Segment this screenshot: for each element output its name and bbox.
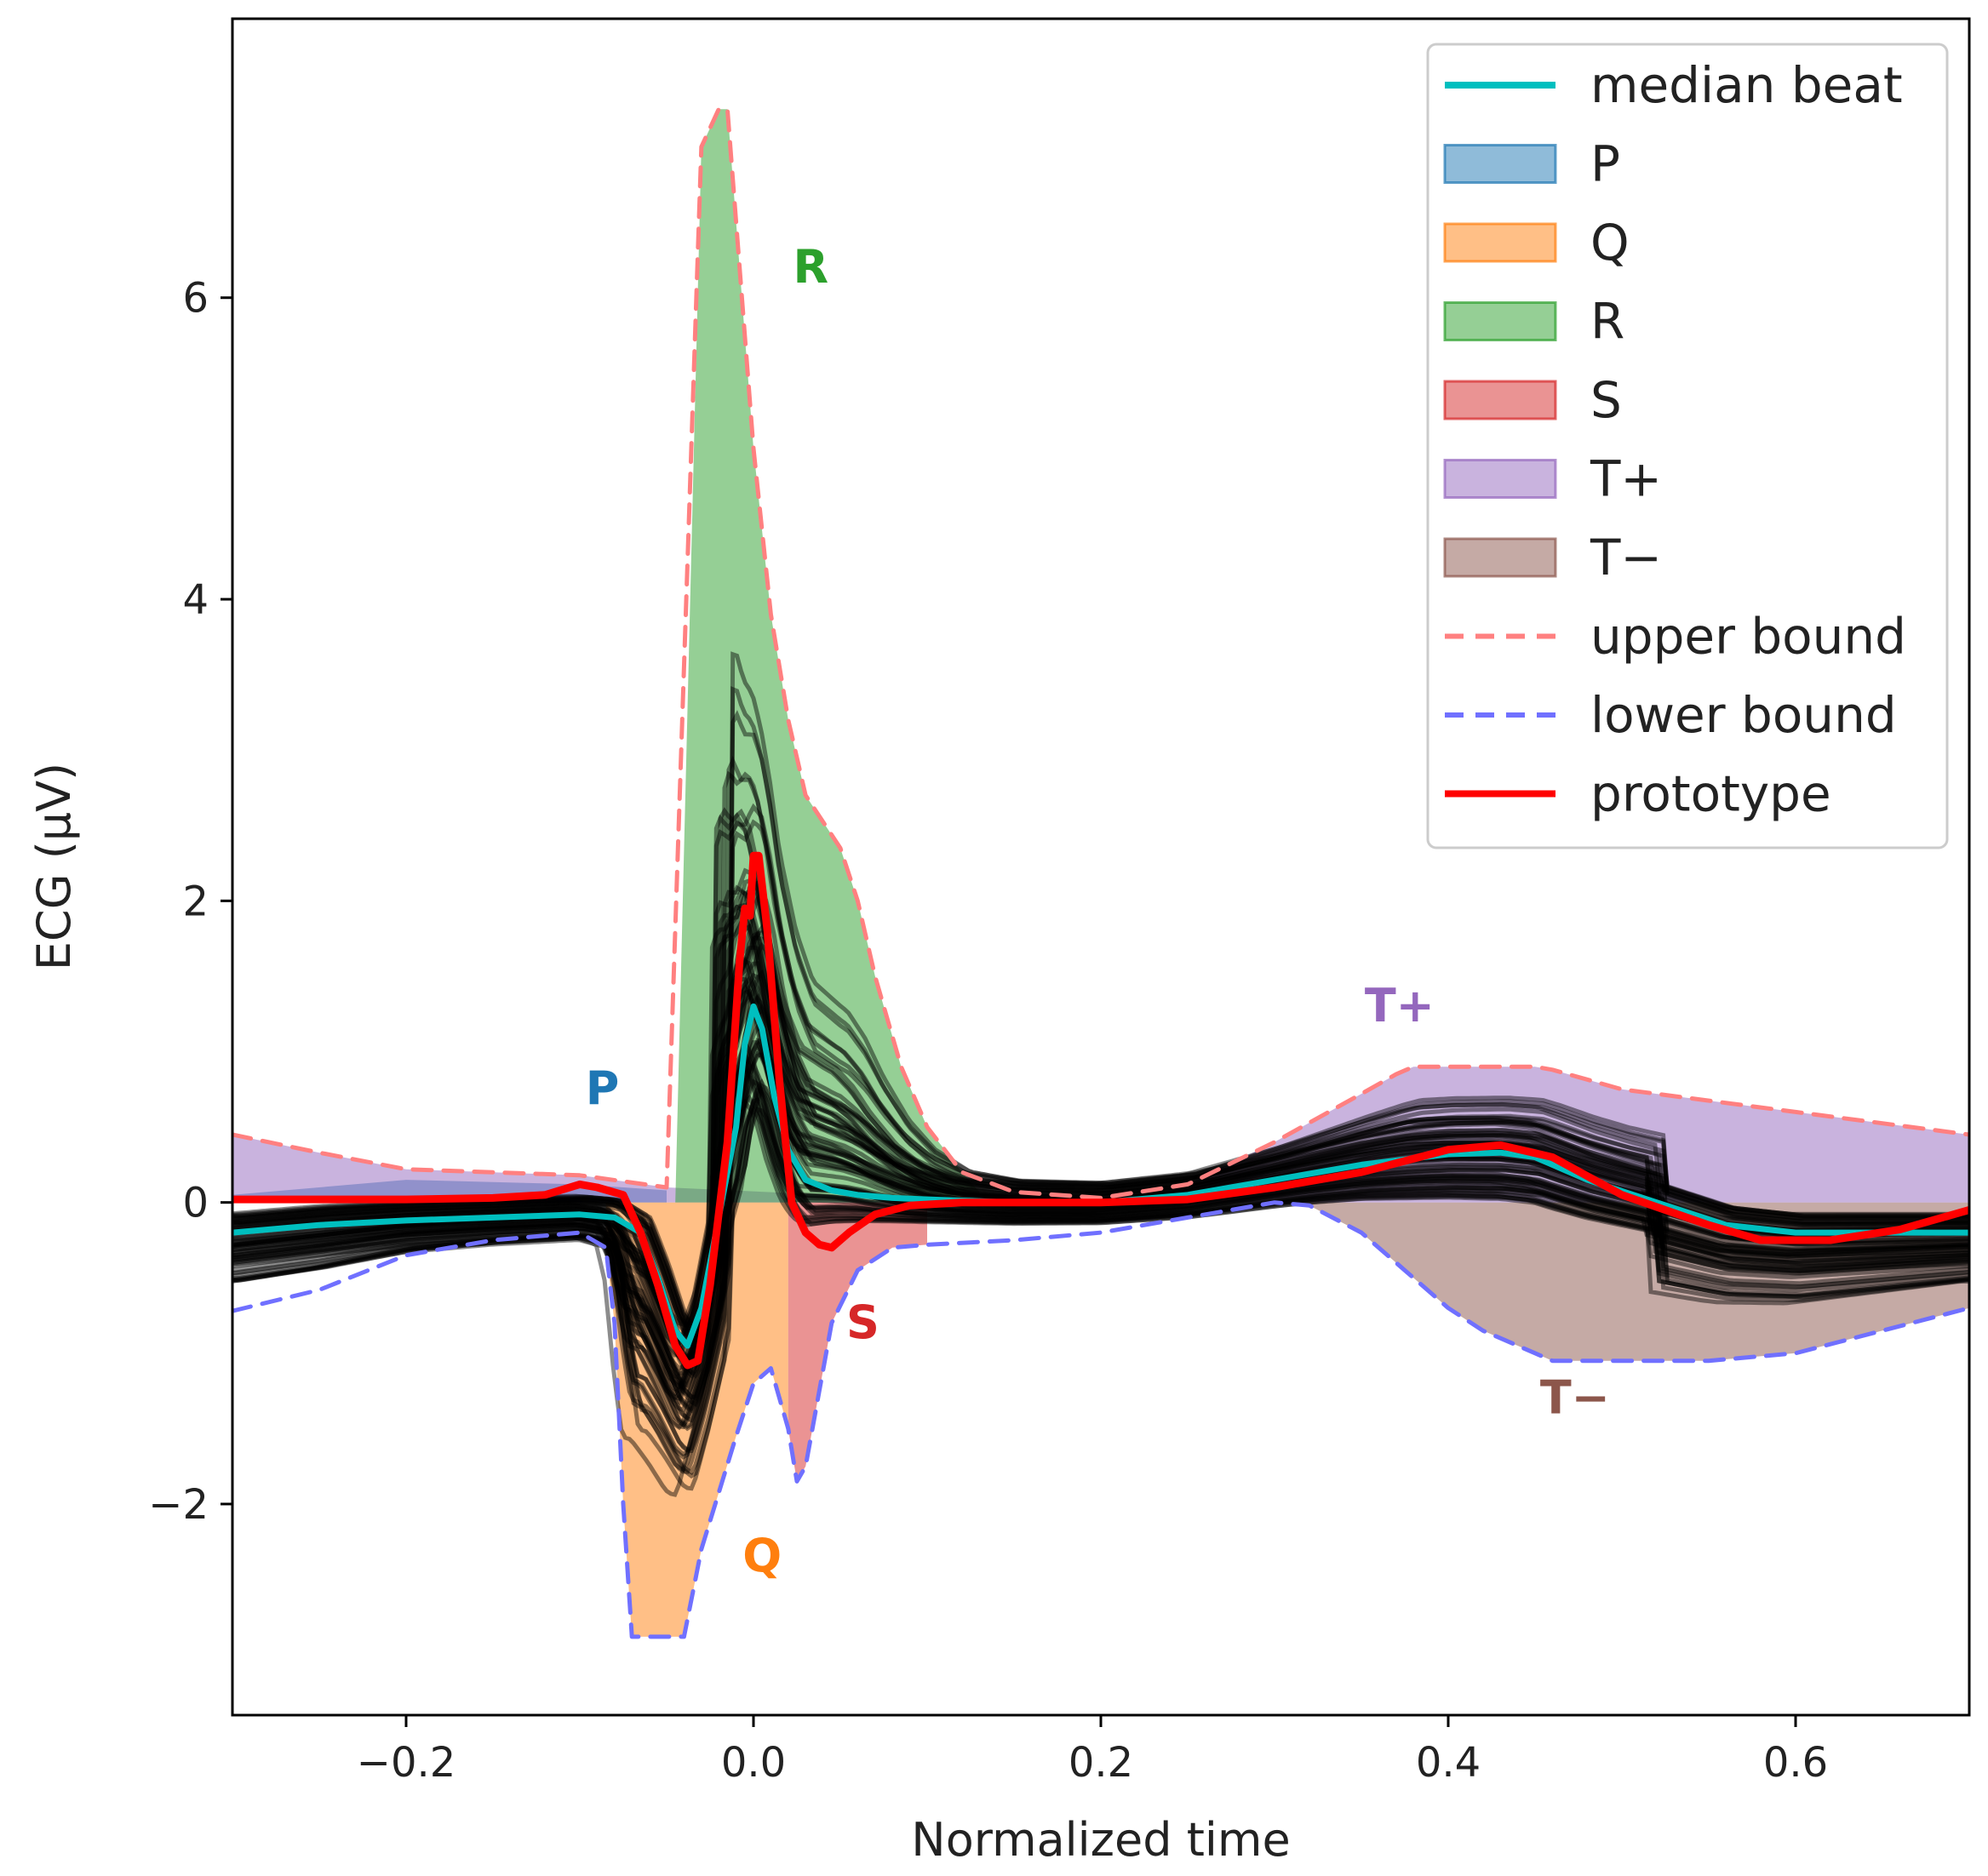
beat-trace <box>232 1106 1969 1473</box>
beat-trace <box>232 1038 1969 1394</box>
legend-label-Q: Q <box>1590 214 1630 272</box>
legend-swatch-Tneg <box>1443 537 1557 578</box>
beat-trace <box>232 1078 1969 1398</box>
beat-trace <box>232 969 1969 1341</box>
beat-trace <box>232 1040 1969 1370</box>
legend-label-R: R <box>1590 293 1624 351</box>
beat-trace <box>232 1038 1969 1432</box>
region-Q <box>605 1202 788 1637</box>
wave-annotation: R <box>793 240 829 294</box>
beat-trace <box>232 1098 1969 1406</box>
wave-annotation: T− <box>1540 1371 1610 1425</box>
legend-swatch-S <box>1443 380 1557 420</box>
legend-label-prototype: prototype <box>1590 765 1831 823</box>
beat-trace <box>232 1022 1969 1412</box>
beat-trace <box>232 1097 1969 1460</box>
beat-trace <box>232 819 1969 1341</box>
beat-trace <box>232 1085 1969 1479</box>
beat-trace <box>232 1038 1969 1379</box>
beat-trace <box>232 820 1969 1344</box>
beat-trace <box>232 930 1969 1333</box>
y-axis-label: ECG (μV) <box>27 763 81 970</box>
beat-trace <box>232 1078 1969 1476</box>
legend-swatch-P <box>1443 144 1557 184</box>
beat-trace <box>232 1061 1969 1497</box>
x-tick-label: 0.2 <box>1068 1739 1133 1787</box>
beat-trace <box>232 1097 1969 1474</box>
beat-trace <box>232 1003 1969 1401</box>
wave-annotation: S <box>846 1295 879 1349</box>
wave-annotations: P Q R S T+ T− <box>586 240 1610 1583</box>
beat-trace <box>232 1010 1969 1421</box>
series-upper-bound <box>232 106 1969 1200</box>
wave-annotation: P <box>586 1062 620 1116</box>
legend-swatch-R <box>1443 301 1557 341</box>
beat-trace <box>232 651 1969 1336</box>
wave-regions <box>232 109 1969 1637</box>
beat-trace <box>232 1050 1969 1423</box>
y-tick-label: 4 <box>182 576 209 624</box>
legend-label-median: median beat <box>1590 56 1903 114</box>
beat-trace <box>232 914 1969 1344</box>
y-tick-label: 2 <box>182 878 209 925</box>
beat-trace <box>232 1088 1969 1454</box>
region-R <box>675 109 980 1203</box>
region-Tpos <box>232 1067 1969 1203</box>
beat-trace <box>232 1046 1969 1452</box>
beat-trace <box>232 924 1969 1341</box>
legend-label-upper: upper bound <box>1590 608 1906 666</box>
beat-trace <box>232 1073 1969 1457</box>
legend-label-lower: lower bound <box>1590 686 1897 744</box>
axis-ticks: −0.2 0.0 0.2 0.4 0.6 −2 0 2 4 6 <box>148 275 1828 1787</box>
x-tick-label: 0.4 <box>1416 1739 1481 1787</box>
beat-trace <box>232 941 1969 1339</box>
region-S <box>788 1202 927 1482</box>
y-tick-label: 0 <box>182 1180 209 1227</box>
beat-trace <box>232 890 1969 1330</box>
legend-label-Tpos: T+ <box>1590 450 1662 508</box>
y-tick-label: −2 <box>148 1481 209 1529</box>
beat-trace <box>232 1051 1969 1491</box>
x-tick-label: 0.6 <box>1763 1739 1828 1787</box>
beat-trace <box>232 879 1969 1337</box>
y-tick-label: 6 <box>182 275 209 323</box>
beat-trace <box>232 1050 1969 1381</box>
beat-trace <box>232 1056 1969 1390</box>
x-axis-label: Normalized time <box>911 1813 1290 1867</box>
beat-trace <box>232 686 1969 1345</box>
legend-box <box>1426 43 1949 849</box>
wave-annotation: Q <box>742 1530 782 1583</box>
beat-trace <box>232 1066 1969 1397</box>
beat-trace <box>232 876 1969 1339</box>
x-tick-label: 0.0 <box>721 1739 786 1787</box>
series-lower-bound <box>232 1200 1969 1639</box>
beat-trace <box>232 991 1969 1430</box>
x-tick-label: −0.2 <box>357 1739 456 1787</box>
legend-swatch-Q <box>1443 222 1557 263</box>
wave-annotation: T+ <box>1365 979 1435 1032</box>
series-lines <box>232 106 1969 1639</box>
legend-label-P: P <box>1590 135 1620 193</box>
beat-trace <box>232 1061 1969 1428</box>
legend-label-Tneg: T− <box>1590 529 1662 586</box>
beat-trace <box>232 1095 1969 1431</box>
legend-swatch-Tpos <box>1443 459 1557 499</box>
series-prototype <box>232 851 1969 1370</box>
beat-trace <box>232 1107 1969 1414</box>
beat-trace <box>232 1041 1969 1407</box>
beat-trace <box>232 1082 1969 1408</box>
legend-label-S: S <box>1590 371 1622 429</box>
